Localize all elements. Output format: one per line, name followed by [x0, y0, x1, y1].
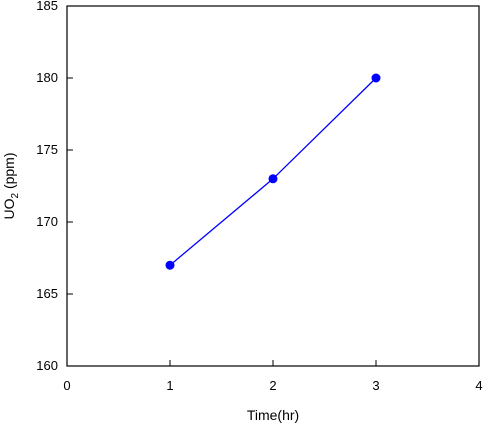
x-tick-label: 3 — [372, 378, 379, 393]
y-tick-label: 180 — [36, 70, 58, 85]
data-point — [165, 260, 175, 270]
y-tick-label: 185 — [36, 0, 58, 13]
y-axis-title: UO2 (ppm) — [1, 152, 21, 219]
y-tick-label: 165 — [36, 286, 58, 301]
x-tick-label: 2 — [269, 378, 276, 393]
x-tick-label: 4 — [475, 378, 482, 393]
y-axis-ticks: 160 165 170 175 180 185 — [36, 0, 73, 373]
y-tick-label: 175 — [36, 142, 58, 157]
y-tick-label: 170 — [36, 214, 58, 229]
y-tick-label: 160 — [36, 358, 58, 373]
x-tick-label: 1 — [166, 378, 173, 393]
x-axis-ticks: 0 1 2 3 4 — [63, 360, 483, 393]
x-axis-title: Time(hr) — [247, 407, 299, 423]
data-point — [268, 174, 278, 184]
data-point — [371, 73, 381, 83]
plot-frame — [66, 5, 480, 367]
x-tick-label: 0 — [63, 378, 70, 393]
series-layer — [165, 73, 381, 270]
series-line — [169, 77, 377, 266]
